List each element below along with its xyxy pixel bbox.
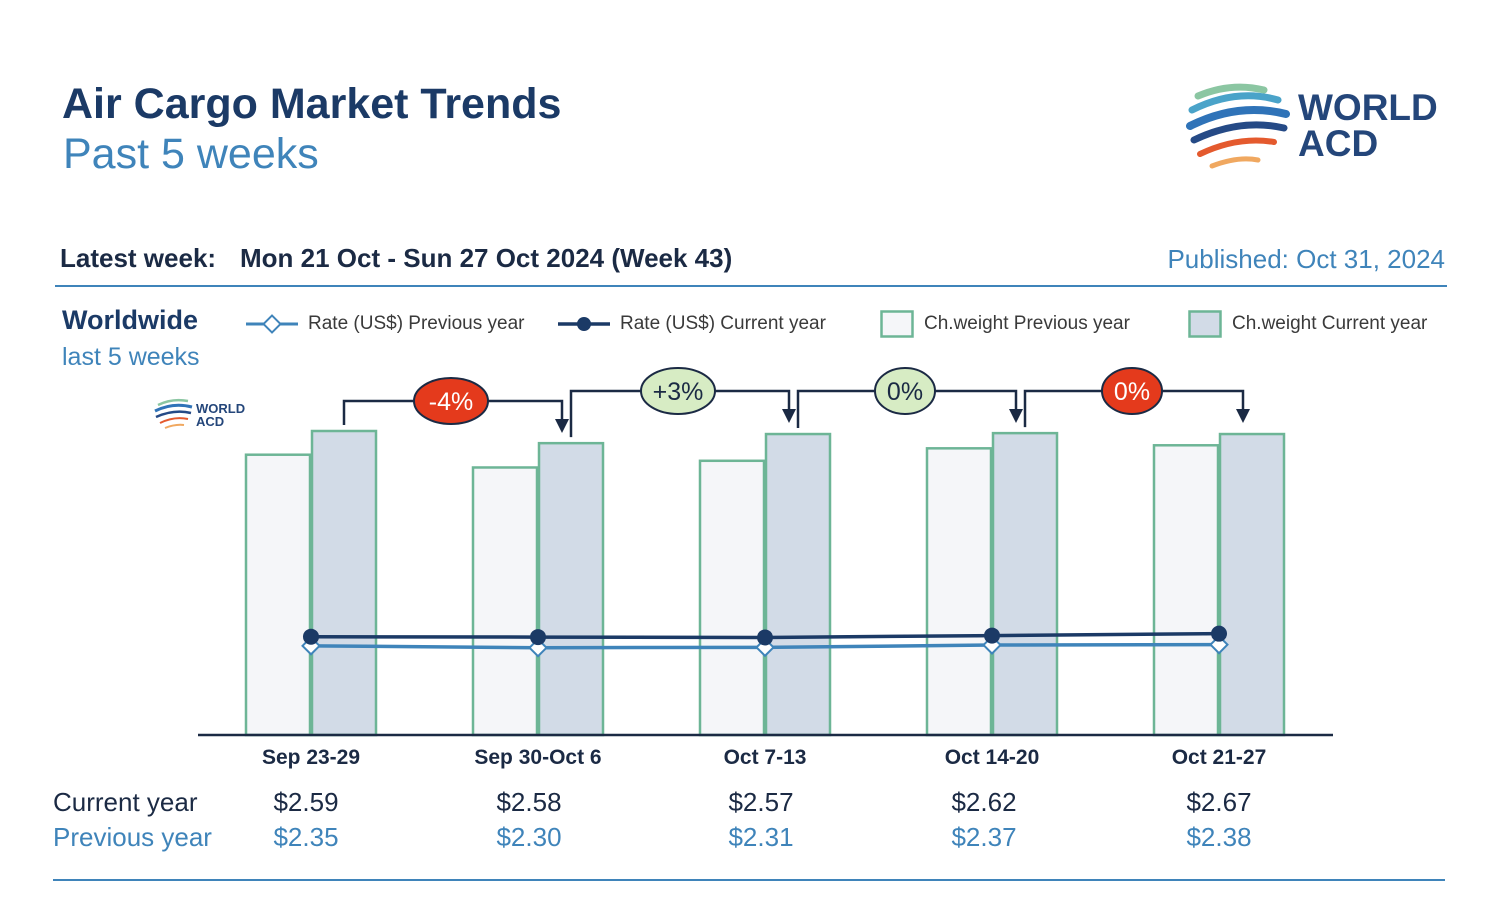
globe-swoosh-icon xyxy=(1186,83,1290,169)
change-badge xyxy=(640,367,716,415)
bar-weight-current xyxy=(537,441,605,737)
legend-rate-current-label: Rate (US$) Current year xyxy=(620,313,826,334)
legend-rate-current: Rate (US$) Current year xyxy=(558,309,826,339)
legend-weight-current-label: Ch.weight Current year xyxy=(1232,313,1428,334)
bar-weight-previous xyxy=(471,466,539,737)
latest-week-label: Latest week: xyxy=(60,243,217,273)
row-label-current: Current year xyxy=(53,787,198,817)
change-badge-label: -4% xyxy=(429,388,473,416)
logo-text-acd: ACD xyxy=(1298,123,1379,164)
region-name: Worldwide xyxy=(62,305,199,335)
bar-weight-previous xyxy=(925,447,993,737)
rate-value-current: $2.62 xyxy=(951,787,1017,817)
divider-bottom xyxy=(53,879,1445,881)
rate-value-current: $2.57 xyxy=(728,787,794,817)
legend-rate-previous-icon xyxy=(246,314,298,334)
point-rate-current xyxy=(303,628,319,645)
legend-weight-current: Ch.weight Current year xyxy=(1188,309,1427,339)
divider-top xyxy=(55,285,1447,287)
bar-weight-current xyxy=(1218,432,1286,737)
change-badge-label: +3% xyxy=(653,378,704,406)
legend-weight-previous-label: Ch.weight Previous year xyxy=(924,313,1130,334)
latest-week-value: Mon 21 Oct - Sun 27 Oct 2024 (Week 43) xyxy=(240,243,733,273)
rate-value-current: $2.58 xyxy=(496,787,562,817)
change-arrow-icon xyxy=(1236,409,1250,423)
rate-value-previous: $2.30 xyxy=(496,822,562,852)
change-arrow-icon xyxy=(555,419,569,433)
bar-weight-current xyxy=(764,432,832,737)
chart-logo-text-world: WORLD xyxy=(196,401,245,416)
x-tick-label: Oct 21-27 xyxy=(1172,746,1267,769)
rate-value-current: $2.67 xyxy=(1186,787,1252,817)
world-acd-logo: WORLD ACD xyxy=(1186,78,1456,178)
x-tick-label: Sep 30-Oct 6 xyxy=(474,746,601,769)
page-subtitle: Past 5 weeks xyxy=(63,130,319,178)
rate-value-previous: $2.37 xyxy=(951,822,1017,852)
market-trends-chart: WORLD ACD -4% +3% 0% 0% Sep 23-29 Sep 30-Oct… xyxy=(154,367,1333,769)
change-arrow-icon xyxy=(1009,409,1023,423)
published-date: Published: Oct 31, 2024 xyxy=(1167,244,1445,274)
bar-weight-previous xyxy=(1152,444,1220,737)
change-badge xyxy=(413,377,489,425)
change-arrow-icon xyxy=(782,409,796,423)
bar-weight-current xyxy=(991,431,1059,737)
legend-rate-previous-label: Rate (US$) Previous year xyxy=(308,313,525,334)
change-badge-label: 0% xyxy=(1114,378,1150,406)
page-title: Air Cargo Market Trends xyxy=(62,80,562,128)
bar-weight-previous xyxy=(244,453,312,737)
change-badge xyxy=(874,367,936,415)
chart-logo-text-acd: ACD xyxy=(196,414,224,429)
rate-value-current: $2.59 xyxy=(273,787,339,817)
rate-value-previous: $2.35 xyxy=(273,822,339,852)
change-badge xyxy=(1101,367,1163,415)
x-tick-label: Oct 7-13 xyxy=(724,746,807,769)
bar-weight-previous xyxy=(698,459,766,737)
logo-text-world: WORLD xyxy=(1298,87,1438,128)
legend-weight-previous: Ch.weight Previous year xyxy=(880,309,1130,339)
legend-rate-current-icon xyxy=(558,317,610,331)
change-badge-label: 0% xyxy=(887,378,923,406)
point-rate-current xyxy=(1211,625,1227,642)
x-tick-label: Sep 23-29 xyxy=(262,746,360,769)
row-label-previous: Previous year xyxy=(53,822,212,852)
legend-rate-previous: Rate (US$) Previous year xyxy=(246,309,524,339)
point-rate-current xyxy=(757,629,773,646)
point-rate-current xyxy=(984,627,1000,644)
legend-weight-previous-icon xyxy=(880,310,914,338)
bar-weight-current xyxy=(310,429,378,737)
x-tick-label: Oct 14-20 xyxy=(945,746,1040,769)
point-rate-current xyxy=(530,629,546,646)
rate-value-previous: $2.31 xyxy=(728,822,794,852)
rate-value-previous: $2.38 xyxy=(1186,822,1252,852)
chart-logo-icon: WORLD ACD xyxy=(154,398,245,429)
legend-weight-current-icon xyxy=(1188,310,1222,338)
region-period: last 5 weeks xyxy=(62,343,200,371)
